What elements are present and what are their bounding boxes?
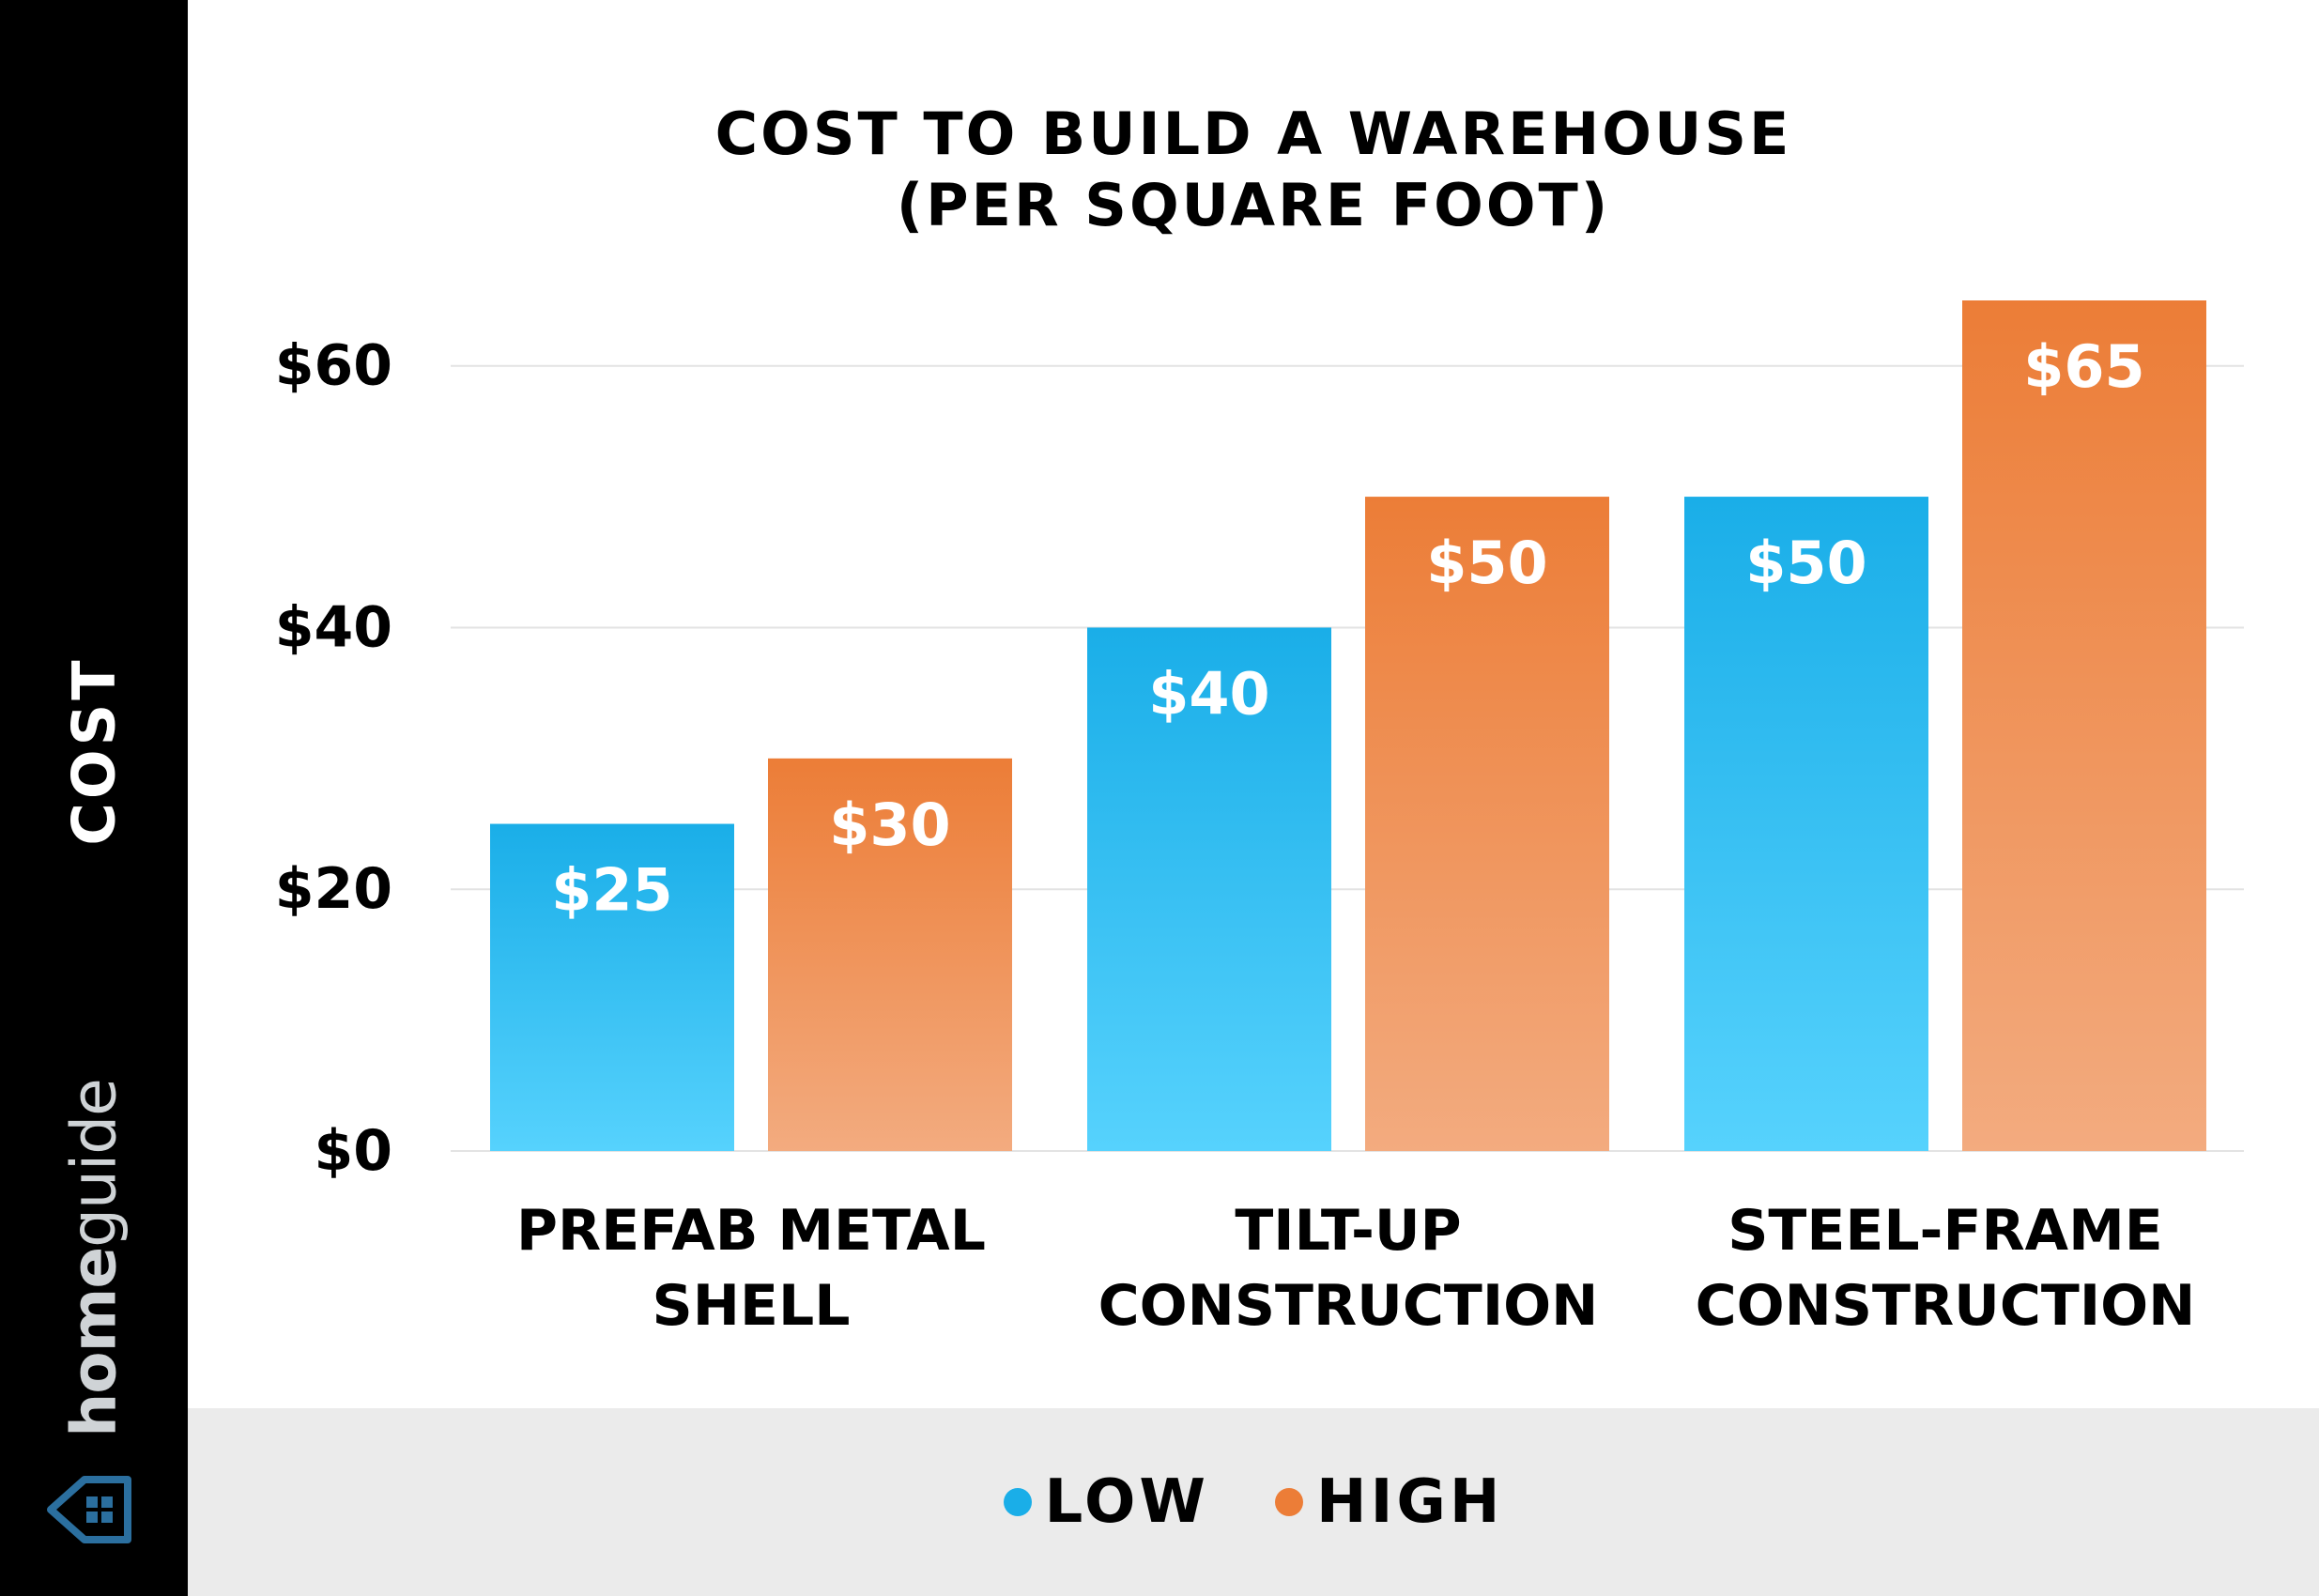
chart-title: COST TO BUILD A WAREHOUSE xyxy=(714,100,1792,168)
legend-band: LOW HIGH xyxy=(188,1408,2319,1596)
bar-value-label: $65 xyxy=(2023,332,2144,401)
x-category-label: CONSTRUCTION xyxy=(1696,1273,2196,1339)
y-tick-label: $0 xyxy=(315,1118,393,1184)
bar-value-label: $25 xyxy=(551,856,672,925)
y-tick-label: $20 xyxy=(275,856,392,922)
sidebar: COST homeguide xyxy=(0,0,188,1596)
y-tick-label: $60 xyxy=(275,333,392,399)
x-category-label: STEEL-FRAME xyxy=(1728,1198,2163,1264)
brand-wordmark-prefix: home xyxy=(57,1247,131,1437)
bar-value-label: $50 xyxy=(1745,529,1866,597)
legend: LOW HIGH xyxy=(188,1408,2319,1596)
legend-label-low: LOW xyxy=(1044,1467,1210,1537)
x-category-label: TILT-UP xyxy=(1235,1198,1461,1264)
house-logo-icon xyxy=(47,1476,131,1543)
bar-value-label: $30 xyxy=(829,790,950,859)
legend-label-high: HIGH xyxy=(1316,1467,1504,1537)
bar-high-0 xyxy=(768,758,1012,1151)
legend-dot-low xyxy=(1003,1488,1032,1516)
chart-area: COST TO BUILD A WAREHOUSE (PER SQUARE FO… xyxy=(188,0,2319,1408)
bar-low-2 xyxy=(1684,497,1928,1151)
x-category-label: PREFAB METAL xyxy=(516,1198,986,1264)
bar-high-2 xyxy=(1962,300,2206,1151)
bar-value-label: $40 xyxy=(1148,659,1269,728)
bar-high-1 xyxy=(1365,497,1609,1151)
legend-item-low: LOW xyxy=(1003,1467,1210,1537)
y-tick-label: $40 xyxy=(275,594,392,660)
x-category-label: CONSTRUCTION xyxy=(1098,1273,1599,1339)
chart-title-block: COST TO BUILD A WAREHOUSE (PER SQUARE FO… xyxy=(188,99,2319,241)
chart-subtitle: (PER SQUARE FOOT) xyxy=(896,171,1611,239)
brand-wordmark: homeguide xyxy=(58,1079,131,1436)
bar-value-label: $50 xyxy=(1426,529,1547,597)
bar-chart: $0 $20 $40 $60 $25 $30 $40 $50 $50 $65 PREFAB ME… xyxy=(275,300,2244,1339)
x-category-label: SHELL xyxy=(653,1273,851,1339)
legend-dot-high xyxy=(1275,1488,1304,1516)
y-axis-label: COST xyxy=(59,656,129,846)
brand-wordmark-suffix: guide xyxy=(57,1079,131,1248)
legend-item-high: HIGH xyxy=(1275,1467,1503,1537)
bar-low-0 xyxy=(490,823,734,1151)
bar-low-1 xyxy=(1087,627,1331,1151)
